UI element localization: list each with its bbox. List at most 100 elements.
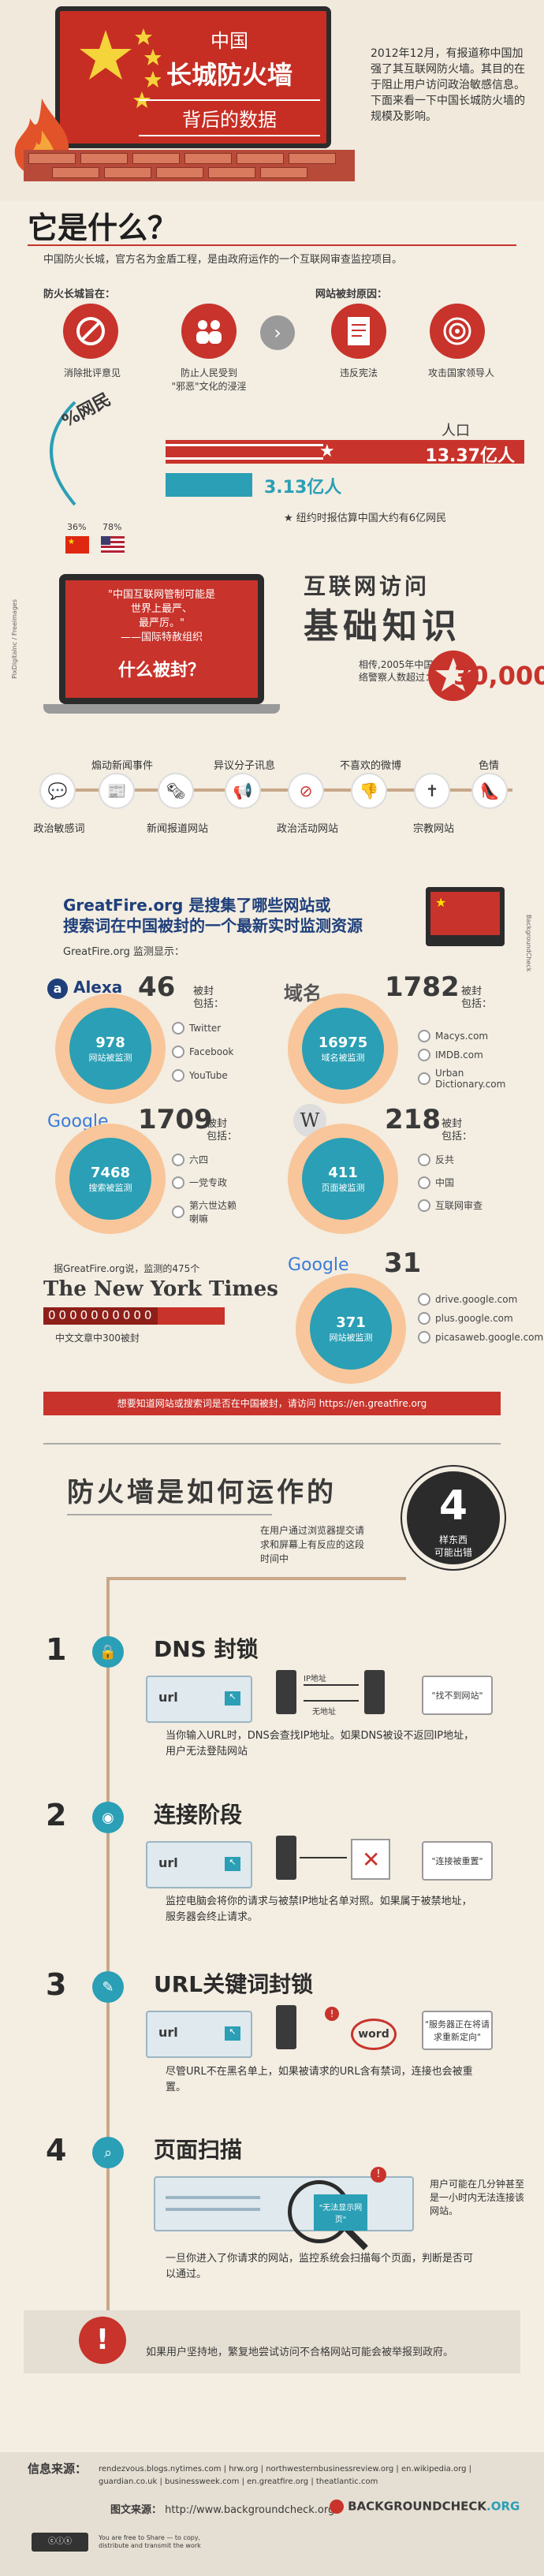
step-3-server bbox=[276, 2005, 296, 2049]
chevron-right-icon: › bbox=[260, 315, 295, 350]
great-wall-bricks bbox=[24, 150, 355, 181]
star-icon: ★ bbox=[319, 442, 335, 461]
sources-list: rendezvous.blogs.nytimes.com | hrw.org |… bbox=[99, 2465, 472, 2486]
topics-line bbox=[47, 788, 512, 792]
what-blocked-label: 什么被封？ bbox=[117, 660, 205, 680]
nyt-logo: The New York Times bbox=[43, 1277, 278, 1301]
greatfire-sub: GreatFire.org 监测显示： bbox=[63, 946, 184, 958]
flag-banner: 中国 长城防火墙 背后的数据 bbox=[55, 6, 331, 148]
topic-4-label: 异议分子讯息 bbox=[213, 760, 275, 772]
topic-5-label: 政治活动网站 bbox=[276, 823, 338, 835]
topic-8-label: 色情 bbox=[478, 760, 499, 772]
wifi-icon: ◉ bbox=[92, 1802, 124, 1833]
how-title: 防火墙是如何运作的 bbox=[67, 1477, 337, 1508]
police-badge-icon bbox=[426, 648, 481, 703]
step-4-side: 用户可能在几分钟甚至是一小时内无法连接该网站。 bbox=[430, 2179, 525, 2216]
no-comment-icon bbox=[63, 304, 118, 359]
google-sites-ring-inner: 371 网站被监测 bbox=[310, 1288, 392, 1370]
basics-title-line1: 互联网访问 bbox=[304, 573, 430, 599]
header-title-line2: 长城防火墙 bbox=[166, 60, 292, 90]
target-icon bbox=[430, 304, 485, 359]
alexa-blocked-label: 被封 包括： bbox=[193, 986, 225, 1010]
section-divider bbox=[28, 244, 516, 246]
header: 中国 长城防火墙 背后的数据 2012年12月，有报道称中国加强了其互联网防火墙… bbox=[0, 0, 544, 201]
purpose-item-1 bbox=[63, 304, 118, 359]
photo-credit: PixDigitalnc / Freeimages bbox=[11, 599, 18, 679]
heel-icon: 👠 bbox=[471, 773, 508, 809]
google-sites-list: drive.google.com plus.google.com picasaw… bbox=[418, 1293, 543, 1350]
laptop-screen: "中国互联网管制可能是 世界上最严、 最严厉。" ——国际特赦组织 什么被封？ bbox=[59, 574, 264, 704]
domains-list: Macys.com IMDB.com Urban Dictionary.com bbox=[418, 1030, 506, 1096]
topic-3: 🗞 bbox=[158, 773, 194, 809]
domains-ring-inner: 16975 域名被监测 bbox=[302, 1008, 384, 1090]
what-intro: 中国防火长城，官方名为金盾工程，是由政府运作的一个互联网审查监控项目。 bbox=[43, 254, 403, 266]
purpose-label: 防火长城旨在： bbox=[43, 289, 116, 300]
step-1-number: 1 bbox=[46, 1632, 67, 1667]
greatfire-cta[interactable]: 想要知道网站或搜索词是否在中国被封，请访问 https://en.greatfi… bbox=[43, 1392, 501, 1415]
netizen-arc bbox=[20, 394, 83, 513]
facebook-icon bbox=[172, 1046, 184, 1058]
domains-blocked-label: 被封 包括： bbox=[461, 986, 493, 1010]
tv-icon: ★ bbox=[426, 887, 505, 946]
step-1-noaddress-label: 无地址 bbox=[312, 1708, 336, 1717]
police-text: 相传,2005年中国网络警察人数超过： bbox=[359, 659, 443, 683]
nyt-progress-bar: 0000000000 bbox=[43, 1307, 225, 1325]
header-title-line3: 背后的数据 bbox=[139, 99, 320, 136]
reason-item-1 bbox=[331, 304, 386, 359]
cursor-icon: ↖ bbox=[225, 1691, 240, 1706]
image-source[interactable]: 图文来源： http://www.backgroundcheck.org bbox=[110, 2504, 335, 2516]
step-1-server-b bbox=[364, 1670, 385, 1714]
step-3-number: 3 bbox=[46, 1967, 67, 2002]
google-search-count: 1709 bbox=[138, 1104, 213, 1135]
how-title-rule bbox=[67, 1514, 272, 1515]
step-1-result-box: "找不到网站" bbox=[422, 1676, 493, 1715]
arrow-left-icon bbox=[304, 1700, 359, 1702]
step-4-title: 页面扫描 bbox=[154, 2137, 243, 2163]
reason-item-1-label: 违反宪法 bbox=[339, 367, 378, 378]
timeline-line bbox=[106, 1577, 110, 2326]
usa-flag-icon bbox=[101, 536, 125, 554]
google-blocked-label: 被封 包括： bbox=[207, 1118, 238, 1143]
cursor-icon: ↖ bbox=[225, 1857, 240, 1871]
wikipedia-blocked-label: 被封 包括： bbox=[442, 1118, 473, 1143]
ban-icon: ⊘ bbox=[288, 773, 324, 809]
topic-2: 📰 bbox=[99, 773, 135, 809]
netizen-label: %网民 bbox=[58, 390, 114, 432]
china-flag-stars-icon bbox=[80, 28, 161, 108]
four-things-badge: 4 样东西 可能出错 bbox=[402, 1467, 505, 1569]
topic-7-label: 宗教网站 bbox=[412, 823, 454, 835]
topic-8: 👠 bbox=[471, 773, 508, 809]
alexa-icon: a bbox=[47, 979, 68, 999]
purpose-item-2 bbox=[181, 304, 237, 359]
license-text: You are free to Share — to copy, distrib… bbox=[99, 2534, 201, 2549]
backgroundcheck-logo[interactable]: BACKGROUNDCHECK.ORG bbox=[330, 2498, 520, 2514]
wikipedia-list: 反共 中国 互联网审查 bbox=[418, 1153, 483, 1218]
step-3-result-box: "服务器正在将请求重新定向" bbox=[422, 2011, 493, 2050]
google-sites-count: 31 bbox=[384, 1247, 422, 1279]
people-icon bbox=[181, 304, 237, 359]
amnesty-quote: "中国互联网管制可能是 世界上最严、 最严厉。" ——国际特赦组织 bbox=[108, 589, 215, 643]
thumbs-down-icon: 👎 bbox=[351, 773, 387, 809]
alexa-ring-inner: 978 网站被监测 bbox=[69, 1008, 151, 1090]
lock-icon: 🔒 bbox=[92, 1636, 124, 1668]
topic-4: 📢 bbox=[225, 773, 261, 809]
police-count: 30,000 bbox=[453, 661, 544, 691]
step-4-desc: 一旦你进入了你请求的网站，监控系统会扫描每个页面，判断是否可以通过。 bbox=[166, 2253, 474, 2280]
topic-6-label: 不喜欢的微博 bbox=[339, 760, 401, 772]
china-flag-icon: ★ bbox=[65, 536, 89, 554]
side-credit: BackgroundCheck bbox=[525, 915, 532, 972]
twitter-icon bbox=[172, 1022, 184, 1035]
topic-2-label: 煽动新闻事件 bbox=[91, 760, 153, 772]
star-icon: ★ bbox=[284, 513, 293, 524]
logo-icon bbox=[330, 2499, 344, 2514]
warning-text: 如果用户坚持地，繁复地尝试访问不合格网站可能会被举报到政府。 bbox=[146, 2347, 454, 2358]
cursor-icon: ↖ bbox=[225, 2026, 240, 2041]
header-description: 2012年12月，有报道称中国加强了其互联网防火墙。其目的在于阻止用户访问政治敏… bbox=[371, 47, 525, 123]
google-search-list: 六四 一党专政 第六世达赖喇嘛 bbox=[172, 1153, 237, 1232]
nyt-lead: 据GreatFire.org说，监测的475个 bbox=[54, 1263, 200, 1274]
timeline-connector bbox=[106, 1577, 406, 1580]
step-2-server bbox=[276, 1836, 296, 1880]
reasons-label: 网站被封原因： bbox=[315, 289, 388, 300]
topic-7: ✝ bbox=[414, 773, 450, 809]
google-sites-logo: Google bbox=[288, 1255, 349, 1275]
